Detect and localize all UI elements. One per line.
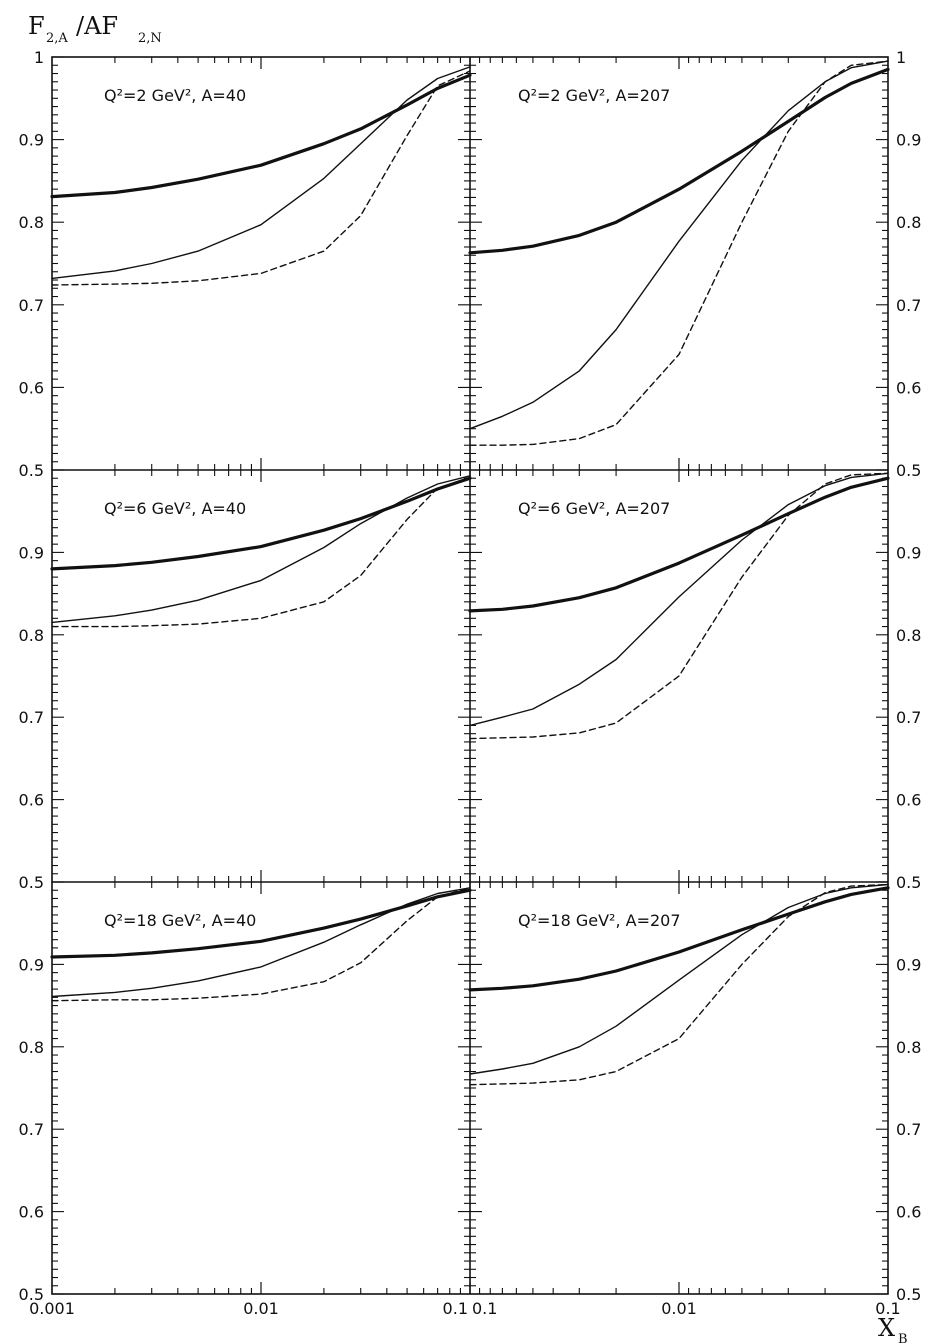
y-tick-label-right: 0.7: [896, 1120, 921, 1139]
y-tick-label-left: 0.9: [19, 543, 44, 562]
y-tick-label-right: 0.8: [896, 1038, 921, 1057]
y-tick-label-left: 0.9: [19, 131, 44, 150]
series-line-dashed: [469, 472, 889, 740]
series-line-dashed: [469, 883, 889, 1086]
panel-4: Q²=6 GeV², A=207: [468, 472, 890, 740]
y-tick-label-left: 0.7: [19, 708, 44, 727]
x-axis-label: X B: [878, 1314, 908, 1344]
y-tick-label-left: 0.8: [19, 626, 44, 645]
x-tick-label: 0.1: [443, 1299, 468, 1318]
y-tick-label-right: 0.5: [896, 873, 921, 892]
y-tick-label-left: 0.9: [19, 955, 44, 974]
x-tick-labels: 0.001 0.01 0.1 0.1 0.01 0.1: [29, 1299, 901, 1318]
x-axis-label-x: X: [878, 1314, 895, 1342]
series-line-thin-solid: [51, 66, 471, 280]
panel-label: Q²=2 GeV², A=40: [104, 86, 246, 105]
panel-label: Q²=6 GeV², A=40: [104, 499, 246, 518]
y-ticks: [52, 56, 888, 1295]
y-tick-label-right: 0.7: [896, 296, 921, 315]
series-line-thin-solid: [51, 887, 471, 998]
series-line-thick-solid: [50, 888, 472, 959]
y-axis-label-ratio: /AF: [76, 12, 118, 40]
series-line-thick-solid: [50, 476, 472, 571]
y-tick-label-right: 0.8: [896, 626, 921, 645]
series-line-dashed: [51, 887, 471, 1002]
y-tick-label-right: 0.6: [896, 378, 921, 397]
y-tick-label-left: 0.5: [19, 461, 44, 480]
y-axis-label: F 2,A /AF 2,N: [28, 12, 162, 46]
panel-label: Q²=2 GeV², A=207: [518, 86, 670, 105]
x-tick-label: 0.001: [29, 1299, 75, 1318]
y-tick-label-left: 0.5: [19, 873, 44, 892]
series-line-thick-solid: [468, 476, 890, 613]
y-axis-label-sub-n: 2,N: [138, 31, 162, 46]
panel-2: Q²=2 GeV², A=207: [468, 60, 890, 446]
x-tick-label: 0.1: [472, 1299, 497, 1318]
y-tick-label-left: 0.6: [19, 1203, 44, 1222]
y-tick-label-right: 0.6: [896, 1203, 921, 1222]
y-tick-label-left: 0.7: [19, 1120, 44, 1139]
y-tick-label-left: 0.6: [19, 378, 44, 397]
x-tick-label: 0.01: [243, 1299, 279, 1318]
y-tick-label-right: 0.5: [896, 1285, 921, 1304]
x-tick-label: 0.01: [661, 1299, 697, 1318]
y-tick-label-left: 1: [34, 48, 44, 67]
series-line-thin-solid: [469, 472, 889, 727]
panel-6: Q²=18 GeV², A=207: [468, 883, 890, 1086]
y-tick-label-left: 0.5: [19, 1285, 44, 1304]
y-tick-label-left: 0.8: [19, 1038, 44, 1057]
y-tick-label-left: 0.6: [19, 791, 44, 810]
panel-label: Q²=18 GeV², A=40: [104, 911, 256, 930]
y-tick-label-right: 0.6: [896, 791, 921, 810]
y-axis-label-sub-a: 2,A: [46, 31, 68, 46]
panel-3: Q²=6 GeV², A=40: [50, 475, 472, 628]
y-tick-labels: 0.6 0.6 0.7 0.7 0.8 0.8 0.9 0.9 1 1 0.6 0.6 0.7 0.7 0.…: [19, 48, 922, 1304]
panel-label: Q²=6 GeV², A=207: [518, 499, 670, 518]
y-axis-label-f: F: [28, 12, 45, 40]
y-tick-label-right: 0.9: [896, 543, 921, 562]
panel-1: Q²=2 GeV², A=40: [50, 66, 472, 286]
y-tick-label-right: 0.9: [896, 131, 921, 150]
y-tick-label-left: 0.8: [19, 213, 44, 232]
x-tick-label: 0.1: [875, 1299, 900, 1318]
y-tick-label-right: 0.7: [896, 708, 921, 727]
panel-label: Q²=18 GeV², A=207: [518, 911, 681, 930]
series-line-dashed: [469, 60, 889, 446]
y-tick-label-left: 0.7: [19, 296, 44, 315]
y-tick-label-right: 0.5: [896, 461, 921, 480]
x-ticks: [51, 57, 889, 1294]
series-line-dashed: [51, 477, 471, 628]
panel-5: Q²=18 GeV², A=40: [50, 887, 472, 1002]
series-line-thick-solid: [50, 73, 472, 199]
series-line-thick-solid: [468, 67, 890, 255]
series-line-thin-solid: [51, 475, 471, 624]
x-axis-label-sub-b: B: [898, 1332, 908, 1344]
series-line-thin-solid: [469, 883, 889, 1075]
plot-area: 0.6 0.6 0.7 0.7 0.8 0.8 0.9 0.9 1 1 0.6 0.6 0.7 0.7 0.…: [19, 48, 922, 1318]
series-line-dashed: [51, 70, 471, 286]
y-tick-label-right: 1: [896, 48, 906, 67]
y-tick-label-right: 0.8: [896, 213, 921, 232]
y-tick-label-right: 0.9: [896, 955, 921, 974]
series-line-thick-solid: [468, 886, 890, 992]
